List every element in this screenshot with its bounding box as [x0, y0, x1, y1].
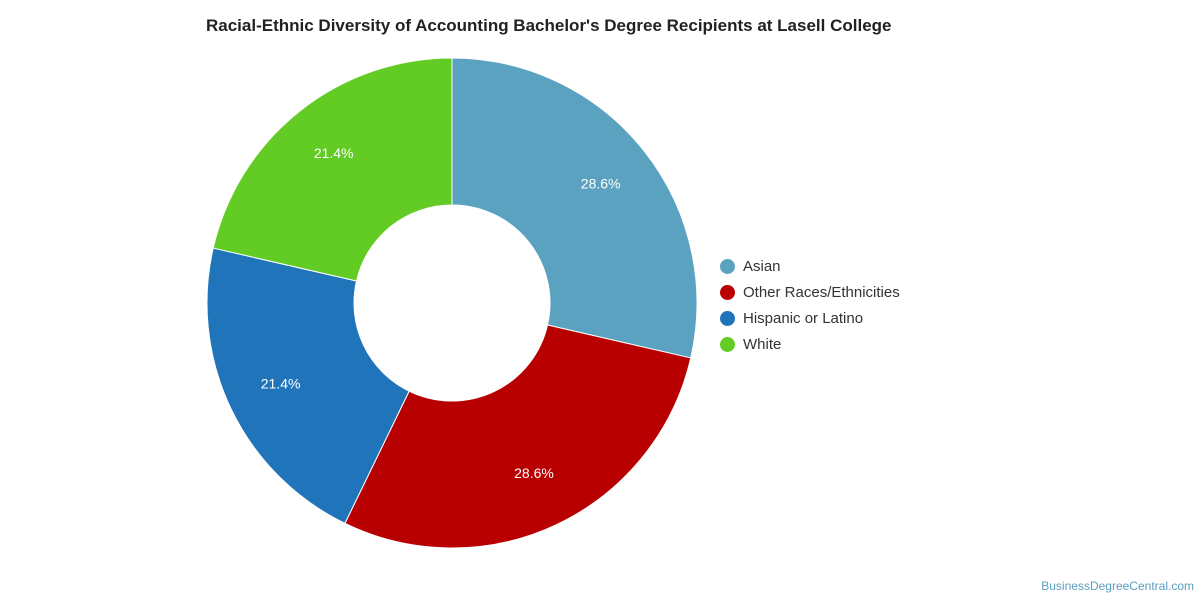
- legend-label-white: White: [743, 335, 782, 353]
- legend-item-hispanic-latino[interactable]: Hispanic or Latino: [720, 305, 900, 331]
- legend-label-hispanic-latino: Hispanic or Latino: [743, 309, 864, 327]
- legend-swatch-other-races: [720, 284, 735, 300]
- source-credit-link[interactable]: BusinessDegreeCentral.com: [1041, 579, 1194, 593]
- legend-swatch-hispanic-latino: [720, 310, 735, 326]
- slice-label-white: 21.4%: [314, 145, 354, 161]
- legend-swatch-white: [720, 336, 735, 352]
- legend-swatch-asian: [720, 258, 735, 274]
- chart-title: Racial-Ethnic Diversity of Accounting Ba…: [206, 16, 892, 35]
- donut-slice-hispanic-latino[interactable]: [206, 247, 410, 525]
- legend-item-other-races[interactable]: Other Races/Ethnicities: [720, 279, 900, 305]
- slice-label-other-races: 28.6%: [514, 465, 554, 481]
- legend-label-other-races: Other Races/Ethnicities: [743, 283, 900, 301]
- donut-slice-asian[interactable]: [451, 57, 698, 359]
- legend-item-white[interactable]: White: [720, 331, 900, 357]
- legend-item-asian[interactable]: Asian: [720, 253, 900, 279]
- donut-slice-other-races[interactable]: [344, 324, 692, 549]
- slice-label-hispanic-latino: 21.4%: [261, 376, 301, 392]
- chart-legend: Asian Other Races/Ethnicities Hispanic o…: [720, 253, 900, 357]
- donut-slice-white[interactable]: [212, 57, 453, 282]
- legend-label-asian: Asian: [743, 257, 781, 275]
- slice-label-asian: 28.6%: [581, 175, 621, 191]
